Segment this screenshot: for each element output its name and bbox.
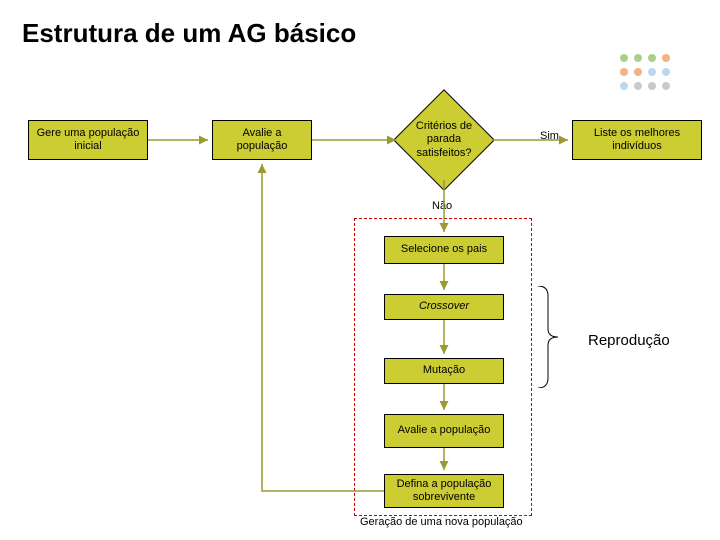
node-liste-text: Liste os melhores indivíduos [577, 127, 697, 153]
node-gere-text: Gere uma população inicial [33, 127, 143, 153]
label-nao: Não [432, 200, 452, 212]
node-liste: Liste os melhores indivíduos [572, 120, 702, 160]
label-reproducao: Reprodução [588, 332, 670, 349]
node-avalie1-text: Avalie a população [217, 127, 307, 153]
page-title: Estrutura de um AG básico [22, 18, 356, 49]
node-criterios: Critérios de parada satisfeitos? [408, 104, 480, 176]
node-criterios-text: Critérios de parada satisfeitos? [408, 120, 480, 160]
reproduction-group-border [354, 218, 532, 516]
node-gere: Gere uma população inicial [28, 120, 148, 160]
bracket-icon [538, 286, 578, 388]
label-sim: Sim [540, 130, 559, 142]
node-avalie1: Avalie a população [212, 120, 312, 160]
label-geracao: Geração de uma nova população [360, 516, 523, 528]
